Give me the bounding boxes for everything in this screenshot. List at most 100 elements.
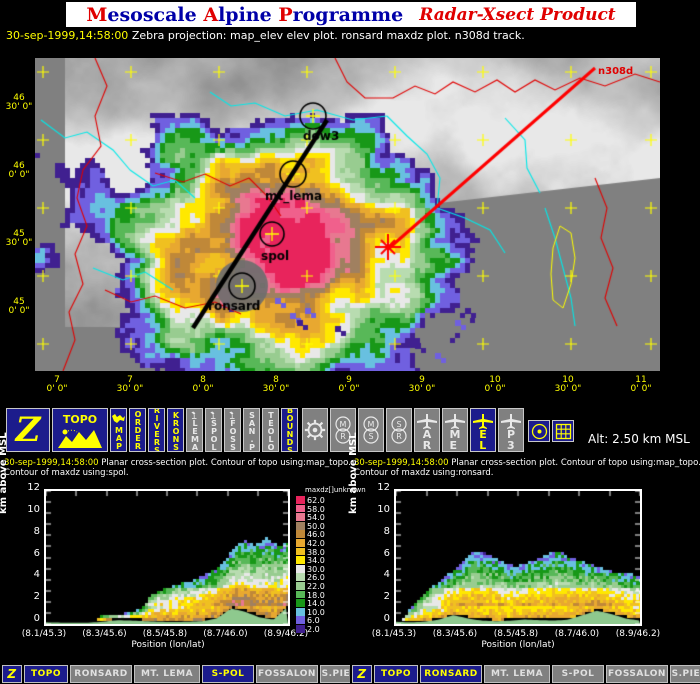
legend-value: 14.0 [307, 599, 325, 609]
map-canvas[interactable] [35, 58, 660, 371]
cross-section-panel-spol[interactable]: 30-sep-1999,14:58:00 Planar cross-sectio… [0, 432, 351, 663]
xsect-xtick: (8.1/45.3) [371, 629, 417, 639]
layer-toolbar[interactable]: Alt: 2.50 km MSL Z TOPO MAP BORDERS RIVERS KR… [0, 404, 700, 456]
map-lon-label: 10 30' 0" [554, 375, 582, 394]
xsect-left-plot[interactable] [44, 489, 290, 626]
map-lon-label: 11 0' 0" [630, 375, 652, 394]
toolbar-button-zebra-logo[interactable]: Z [6, 408, 50, 452]
legend-swatch [296, 599, 305, 607]
globe-icon [112, 413, 125, 423]
map-lon-label: 9 0' 0" [338, 375, 360, 394]
toolbar-label-teolo: TEOLO [266, 411, 276, 451]
map-lon-label: 8 0' 0" [192, 375, 214, 394]
toolbar-label-map: MAP [114, 425, 124, 450]
target-icon [531, 423, 547, 439]
xsect-xlabel: Position (lon/lat) [481, 640, 555, 650]
svg-text:R: R [396, 432, 402, 441]
legend-value: 38.0 [307, 547, 325, 557]
aircraft-icon [473, 413, 493, 429]
xsect-right-plot[interactable] [394, 489, 642, 626]
legend-title: maxdz[]unknown [305, 486, 366, 494]
map-lon-label: 7 30' 0" [116, 375, 144, 394]
legend-value: 18.0 [307, 590, 325, 600]
xsect-right-timestamp: 30-sep-1999,14:58:00 [354, 458, 449, 468]
xsect-ytick: 4 [33, 569, 40, 581]
xsect-xtick: (8.9/46.2) [263, 629, 309, 639]
source-button-mt-lema[interactable]: MT. LEMA [134, 665, 200, 683]
toolbar-button-rivers[interactable]: RIVERS [148, 408, 165, 452]
source-button-z[interactable]: Z [2, 665, 22, 683]
toolbar-button-foss[interactable]: FOSS [224, 408, 241, 452]
toolbar-button-spol[interactable]: SPOL [205, 408, 222, 452]
gear-icon [304, 419, 326, 441]
source-button-fossalon[interactable]: FOSSALON [256, 665, 318, 683]
map-lat-label: 46 30' 0" [5, 93, 33, 112]
toolbar-button-topo[interactable]: TOPO [52, 408, 108, 452]
toolbar-button-gear[interactable] [302, 408, 328, 452]
source-button-s-pietro[interactable]: S.PIETRO [670, 665, 700, 683]
source-button-ronsard[interactable]: RONSARD [420, 665, 482, 683]
program-title: Mesoscale Alpine Programme [86, 3, 404, 26]
xsect-ytick: 2 [33, 591, 40, 603]
source-button-ronsard[interactable]: RONSARD [70, 665, 132, 683]
toolbar-button-lema[interactable]: LEMA [186, 408, 203, 452]
balloon-pair-icon: MR [335, 416, 351, 444]
xsect-ytick: 0 [383, 613, 390, 624]
legend-value: 2.0 [307, 625, 320, 634]
radar-source-bar-left[interactable]: Z TOPO RONSARD MT. LEMA S-POL FOSSALON S.PIETR… [0, 664, 428, 684]
legend-swatch [296, 539, 305, 547]
cross-section-panel-ronsard[interactable]: 30-sep-1999,14:58:00 Planar cross-sectio… [348, 432, 700, 663]
xsect-xtick: (8.3/45.6) [82, 629, 127, 639]
legend-swatch [296, 625, 305, 633]
zebra-logo-icon: Z [15, 410, 41, 450]
xsect-left-head2: Contour of maxdz using:spol. [4, 468, 129, 478]
svg-text:S: S [368, 432, 373, 441]
source-button-z[interactable]: Z [352, 665, 372, 683]
toolbar-button-san-p[interactable]: SAN.P [243, 408, 260, 452]
toolbar-button-map[interactable]: MAP [110, 408, 127, 452]
product-subtitle: Radar-Xsect Product [419, 4, 616, 25]
source-button-fossalon[interactable]: FOSSALON [606, 665, 668, 683]
toolbar-button-bounds[interactable]: BOUNDS [281, 408, 298, 452]
xsect-right-head2: Contour of maxdz using:ronsard. [354, 468, 494, 478]
map-panel[interactable]: 46 30' 0" 46 0' 0" 45 30' 0" 45 0' 0" 7 0' 0" 7 30'… [0, 46, 700, 402]
radar-dish-icon [191, 411, 197, 419]
map-lat-label: 45 0' 0" [8, 297, 30, 316]
toolbar-button-target[interactable] [528, 420, 550, 442]
toolbar-button-krons[interactable]: KRONS [167, 408, 184, 452]
source-button-s-pol[interactable]: S-POL [552, 665, 604, 683]
xsect-ytick: 6 [33, 547, 40, 559]
svg-text:M: M [368, 420, 375, 429]
source-button-s-pol[interactable]: S-POL [202, 665, 254, 683]
toolbar-button-teolo[interactable]: TEOLO [262, 408, 279, 452]
xsect-left-timestamp: 30-sep-1999,14:58:00 [4, 458, 99, 468]
map-lon-label: 7 0' 0" [46, 375, 68, 394]
toolbar-button-grid[interactable] [552, 420, 574, 442]
aircraft-icon [417, 413, 437, 429]
map-lat-label: 46 0' 0" [8, 161, 30, 180]
source-button-topo[interactable]: TOPO [374, 665, 418, 683]
map-lon-label: 8 30' 0" [262, 375, 290, 394]
legend-swatch [296, 521, 305, 530]
legend-value: 10.0 [307, 607, 325, 617]
legend-swatch [296, 564, 305, 573]
status-timestamp: 30-sep-1999,14:58:00 [6, 29, 129, 42]
toolbar-button-borders[interactable]: BORDERS [129, 408, 146, 452]
source-button-mt-lema[interactable]: MT. LEMA [484, 665, 550, 683]
xsect-raster [46, 491, 288, 624]
xsect-xlabel: Position (lon/lat) [131, 640, 205, 650]
source-button-topo[interactable]: TOPO [24, 665, 68, 683]
